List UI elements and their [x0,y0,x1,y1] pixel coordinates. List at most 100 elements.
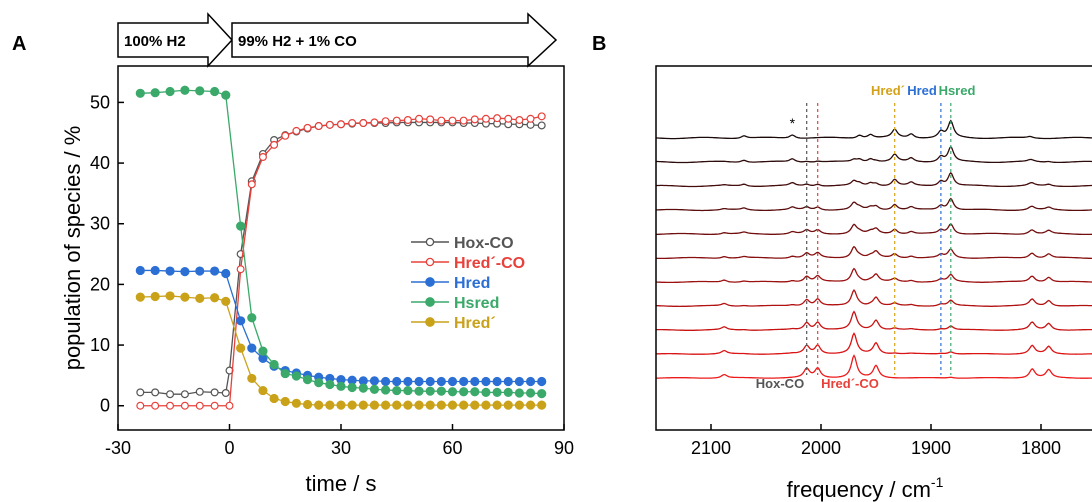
data-point [291,398,301,408]
data-point [210,293,220,303]
data-point [210,86,220,97]
data-point [136,401,145,410]
marker-label: Hred [907,83,937,98]
data-point [481,400,491,410]
spectrum-trace [656,288,1092,308]
data-point [151,401,160,410]
spectrum-trace [656,310,1092,331]
spectrum-trace [656,145,1092,164]
data-point [537,376,547,387]
data-point [425,386,435,396]
chart-a-legend: Hox-CO Hred´-CO Hred Hsred Hred´ [411,235,525,332]
data-point [415,114,424,123]
data-point [151,388,160,397]
data-point [537,400,547,410]
data-point [258,153,267,162]
data-point [470,400,480,410]
legend-marker [425,297,435,307]
panel-a-label: A [12,33,26,55]
data-point [195,293,205,303]
arrow-100-h2-label: 100% H2 [124,33,186,50]
legend-entry: Hred [411,275,490,292]
data-point [270,140,279,149]
data-point [325,379,335,390]
data-point [436,386,446,396]
chart-a-ytick-label: 50 [90,92,110,112]
data-point [392,400,402,410]
data-point [414,376,424,387]
data-point [150,88,160,98]
data-point [195,86,205,96]
chart-a-xtick-label: 60 [442,438,462,458]
spectrum-trace [655,332,1092,355]
spectrum-trace [656,223,1092,236]
chart-b-xlabel-text: frequency / cm [787,477,931,502]
chart-a-ytick-label: 30 [90,214,110,234]
data-point [336,381,346,391]
data-point [135,265,145,276]
arrow-co [231,12,558,68]
data-point [503,376,513,387]
data-point [481,387,491,397]
chart-a-ytick-label: 40 [90,153,110,173]
data-point [403,400,413,410]
data-point [337,120,346,129]
data-point [236,316,246,326]
data-point [504,114,513,123]
series-Hred´-CO [136,112,546,410]
data-point [358,400,368,410]
data-point [392,376,402,387]
data-point [347,382,357,393]
data-point [380,385,391,395]
data-point [437,116,446,125]
data-point [247,373,257,384]
chart-a: -30 0 30 60 90 0 10 20 30 40 50 Hox-CO Hred´-CO Hred… [60,65,574,496]
data-point [325,400,335,410]
data-point [492,400,502,410]
marker-label: Hred´ [871,83,905,98]
data-point [447,376,458,387]
data-point [514,376,525,387]
data-point [180,401,189,410]
data-point [165,266,175,276]
chart-a-ylabel: population of species / % [60,126,85,371]
data-point [291,371,301,381]
legend-entry: Hsred [411,295,499,312]
chart-b: Hred´ Hred Hsred Hox-CO Hred´-CO 2100 2000 190… [655,65,1092,502]
data-point [135,88,145,98]
chart-a-ytick-label: 0 [100,396,110,416]
data-point [280,368,290,379]
data-point [247,343,257,353]
data-point [492,387,502,397]
data-point [436,400,446,410]
data-point [210,266,220,276]
spectrum-trace [655,197,1092,212]
data-point [369,384,380,394]
data-point [269,359,279,370]
data-point [180,85,190,95]
data-point [221,388,230,397]
legend-marker [425,277,435,287]
data-point [302,375,313,385]
data-point [380,400,391,410]
chart-b-axes: 2100 2000 1900 1800 [691,424,1061,458]
data-point [247,313,257,323]
spectrum-trace [656,245,1092,260]
legend-marker [425,257,435,267]
data-point [414,400,424,410]
data-point [459,116,468,125]
data-point [236,221,246,231]
legend-entry: Hred´-CO [411,255,525,272]
legend-label: Hred [454,275,490,292]
data-point [210,388,219,397]
data-point [414,386,424,396]
data-point [381,117,390,126]
legend-label: Hred´-CO [454,255,525,272]
chart-a-ytick-label: 10 [90,335,110,355]
chart-b-marker-lines: Hred´ Hred Hsred Hox-CO Hred´-CO [756,83,976,391]
series-Hred´ [135,291,547,410]
data-point [180,390,189,399]
chart-b-spectra [655,119,1092,379]
data-point [347,400,357,410]
series-Hsred [135,85,547,399]
